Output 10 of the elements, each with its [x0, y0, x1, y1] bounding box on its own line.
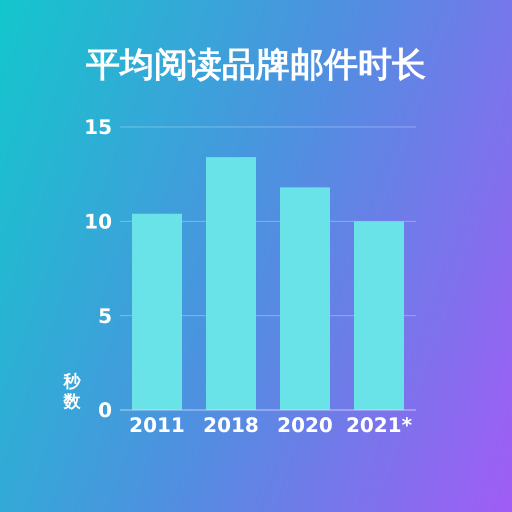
x-tick-label: 2011 — [129, 413, 185, 438]
y-tick-label: 15 — [84, 115, 112, 140]
y-tick-label: 10 — [84, 209, 112, 234]
y-axis-title: 秒数 — [62, 372, 82, 412]
chart-title: 平均阅读品牌邮件时长 — [85, 44, 427, 87]
y-tick-label: 0 — [98, 398, 112, 422]
x-tick-label: 2020 — [277, 413, 333, 438]
x-tick-label: 2021* — [346, 413, 413, 438]
y-tick-label: 5 — [98, 304, 112, 328]
x-tick-label: 2018 — [203, 413, 259, 438]
